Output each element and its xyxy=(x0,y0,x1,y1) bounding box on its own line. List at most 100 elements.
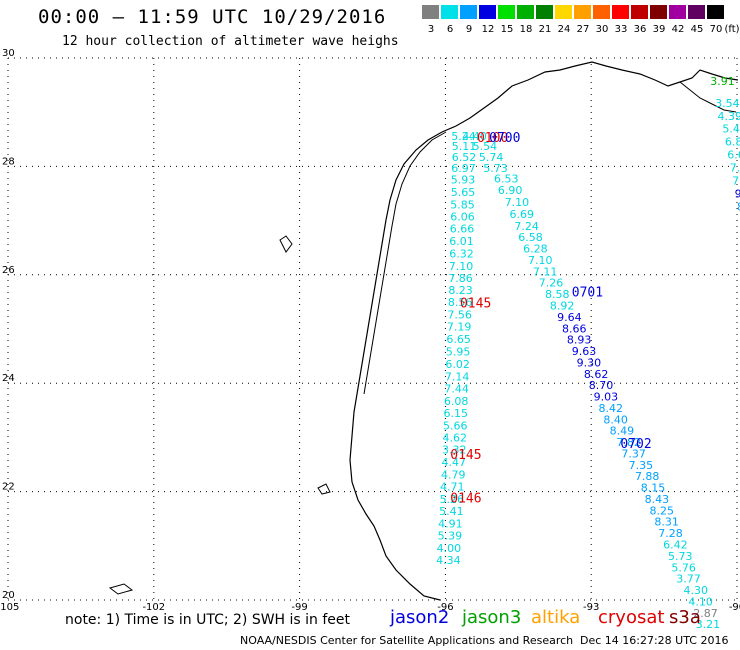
wave-height-value: 8.25 xyxy=(650,504,675,517)
wave-height-value: 4.91 xyxy=(438,517,463,530)
wave-height-value: 8.52 xyxy=(737,200,740,213)
wave-height-value: 5.26 xyxy=(440,493,465,506)
scale-swatch xyxy=(460,5,477,19)
wave-height-value: 6.15 xyxy=(443,407,468,420)
inland-lake-2 xyxy=(108,583,134,595)
scale-swatch xyxy=(498,5,515,19)
wave-height-value: 7.11 xyxy=(533,265,558,278)
scale-label: 6 xyxy=(446,24,454,35)
pass-number-label: 0701 xyxy=(572,285,603,300)
scale-swatch xyxy=(707,5,724,19)
wave-height-value: 4.39 xyxy=(718,110,740,123)
wave-height-value: 6.62 xyxy=(727,148,740,161)
scale-label: 45 xyxy=(690,24,704,35)
wave-height-value: 4.71 xyxy=(440,481,465,494)
wave-height-value: 5.54 xyxy=(473,140,498,153)
wave-height-value: 6.97 xyxy=(451,162,476,175)
scale-swatch xyxy=(479,5,496,19)
axis-labels: -105 -102 -99 -96 -93 -90 20 22 24 26 28 30 xyxy=(0,48,740,613)
wave-height-value: 5.73 xyxy=(483,162,508,175)
lon-tick-label: -99 xyxy=(291,602,307,613)
wave-height-value: 5.24 xyxy=(451,130,476,143)
pass-number-label: 0145 xyxy=(460,296,491,311)
wave-height-value: 7.56 xyxy=(447,309,472,322)
lon-tick-label: -93 xyxy=(583,602,599,613)
scale-swatch xyxy=(650,5,667,19)
wave-height-value: 8.56 xyxy=(448,296,473,309)
lat-tick-label: 28 xyxy=(2,156,15,167)
scale-label: 21 xyxy=(538,24,552,35)
lon-tick-label: -96 xyxy=(437,602,453,613)
wave-height-value: 6.69 xyxy=(510,208,535,221)
wave-height-value: 4.10 xyxy=(688,595,713,608)
satellite-legend-item: altika xyxy=(531,607,581,628)
wave-height-value: 7.10 xyxy=(505,196,530,209)
credit-text: NOAA/NESDIS Center for Satellite Applica… xyxy=(240,634,574,647)
wave-height-value: 6.08 xyxy=(444,395,469,408)
lat-tick-label: 30 xyxy=(2,48,15,59)
wave-height-value: 7.37 xyxy=(621,447,646,460)
scale-swatch xyxy=(441,5,458,19)
wave-height-value: 9.63 xyxy=(572,345,597,358)
scale-swatch xyxy=(422,5,439,19)
wave-height-value: 3.32 xyxy=(442,444,467,457)
wave-height-value: 3.21 xyxy=(696,618,721,631)
wave-height-value: 5.41 xyxy=(439,505,464,518)
wave-height-value: 5.66 xyxy=(443,419,468,432)
wave-height-value: 6.02 xyxy=(445,358,470,371)
wave-height-value: 7.44 xyxy=(444,382,469,395)
wave-height-value: 5.93 xyxy=(451,174,476,187)
wave-height-value: 2.87 xyxy=(693,607,718,620)
wave-height-value: 5.85 xyxy=(450,199,475,212)
wave-height-value: 4.00 xyxy=(437,542,462,555)
wave-height-value: 5.39 xyxy=(438,529,463,542)
pass-labels: 01450145014601000700070107020146 xyxy=(450,131,651,506)
wave-height-value: 7.35 xyxy=(629,459,654,472)
wave-height-value: 5.95 xyxy=(446,346,471,359)
wave-height-value: 7.74 xyxy=(730,161,740,174)
wave-height-value: 7.10 xyxy=(528,254,553,267)
pass-number-label: 0145 xyxy=(450,448,481,463)
scale-label: 24 xyxy=(557,24,571,35)
wave-height-value: 4.62 xyxy=(442,432,467,445)
wave-height-value: 9.20 xyxy=(735,187,740,200)
altimeter-tracks: 5.245.116.526.975.935.655.856.066.666.01… xyxy=(436,75,740,631)
wave-height-value: 4.34 xyxy=(436,554,461,567)
wave-height-value: 6.66 xyxy=(450,223,475,236)
scale-swatch xyxy=(631,5,648,19)
wave-height-value: 6.06 xyxy=(450,211,475,224)
wave-height-value: 6.28 xyxy=(523,243,548,256)
footer-note: note: 1) Time is in UTC; 2) SWH is in fe… xyxy=(65,612,351,628)
scale-swatch xyxy=(688,5,705,19)
pass-number-label: 0146 xyxy=(450,491,481,506)
barrier-island-coast xyxy=(363,131,447,395)
pass-number-label: 0700 xyxy=(489,131,520,146)
wave-height-value: 5.76 xyxy=(671,561,696,574)
scale-swatch xyxy=(669,5,686,19)
scale-label: 39 xyxy=(652,24,666,35)
scale-swatch xyxy=(593,5,610,19)
wave-height-value: 7.14 xyxy=(445,370,470,383)
wave-height-value: 5.11 xyxy=(452,140,477,153)
wave-height-value: 6.53 xyxy=(494,173,519,186)
wave-height-value: 8.66 xyxy=(562,322,587,335)
wave-height-value: 8.40 xyxy=(603,413,628,426)
wave-height-value: 3.91 xyxy=(710,75,735,88)
satellite-legend-item: s3a xyxy=(669,607,701,628)
wave-height-value: 6.58 xyxy=(518,231,543,244)
lat-tick-label: 22 xyxy=(2,482,15,493)
lon-tick-label: -90 xyxy=(729,602,740,613)
wave-height-value: 4.30 xyxy=(684,584,709,597)
scale-label: 12 xyxy=(481,24,495,35)
wave-height-value: 8.93 xyxy=(567,334,592,347)
wave-height-value: 7.82 xyxy=(616,436,641,449)
map-title: 00:00 – 11:59 UTC 10/29/2016 xyxy=(38,6,387,28)
satellite-legend-item: jason3 xyxy=(462,607,522,628)
satellite-legend-item: cryosat xyxy=(598,607,665,628)
wave-height-value: 7.88 xyxy=(635,470,660,483)
wave-height-value: 7.44 xyxy=(732,174,740,187)
wave-height-value: 6.52 xyxy=(452,151,477,164)
wave-height-value: 7.24 xyxy=(514,220,539,233)
wave-height-value: 3.54 xyxy=(715,97,740,110)
